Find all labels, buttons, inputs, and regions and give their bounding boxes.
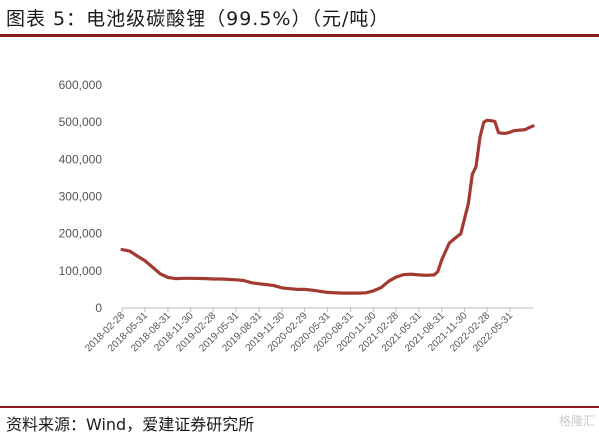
- line-chart: 0 100,000 200,000 300,000 400,000 500,000 600,…: [59, 78, 535, 354]
- title-rule: [0, 34, 599, 37]
- y-tick-label: 200,000: [59, 227, 103, 241]
- y-tick-label: 600,000: [59, 78, 103, 92]
- price-line: [120, 118, 535, 295]
- watermark: 格隆汇: [558, 414, 595, 428]
- y-axis-labels: 0 100,000 200,000 300,000 400,000 500,000 600,…: [59, 78, 103, 315]
- x-axis-ticks: [121, 308, 511, 312]
- source-note: 资料来源：Wind，爱建证券研究所: [6, 415, 255, 434]
- y-tick-label: 300,000: [59, 190, 103, 204]
- y-tick-label: 400,000: [59, 152, 103, 166]
- x-axis-labels: 2018-02-282018-05-312018-08-312018-11-30…: [83, 310, 515, 354]
- chart-title: 图表 5：电池级碳酸锂（99.5%）（元/吨）: [6, 8, 390, 30]
- y-tick-label: 0: [95, 301, 102, 315]
- y-tick-label: 500,000: [59, 115, 103, 129]
- source-rule: [0, 406, 599, 408]
- y-tick-label: 100,000: [59, 264, 103, 278]
